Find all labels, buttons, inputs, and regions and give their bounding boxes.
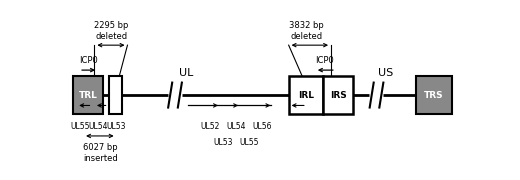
Text: UL56: UL56 xyxy=(253,122,272,131)
Bar xyxy=(323,76,353,114)
Text: IRS: IRS xyxy=(330,91,346,100)
Text: UL53: UL53 xyxy=(213,138,233,147)
Text: UL54: UL54 xyxy=(88,122,108,131)
Bar xyxy=(415,76,452,114)
Text: UL55: UL55 xyxy=(239,138,259,147)
Text: UL52: UL52 xyxy=(200,122,220,131)
Text: UL55: UL55 xyxy=(71,122,90,131)
Text: UL: UL xyxy=(179,68,193,78)
Text: ICP0: ICP0 xyxy=(79,56,98,65)
Text: 3832 bp
deleted: 3832 bp deleted xyxy=(290,21,324,41)
Text: IRL: IRL xyxy=(298,91,314,100)
Bar xyxy=(109,76,122,114)
Text: UL53: UL53 xyxy=(107,122,126,131)
Bar xyxy=(289,76,323,114)
Text: TRS: TRS xyxy=(424,91,444,100)
Text: TRL: TRL xyxy=(79,91,98,100)
Text: US: US xyxy=(378,68,393,78)
Text: UL54: UL54 xyxy=(227,122,246,131)
Text: ICP0: ICP0 xyxy=(315,56,334,65)
Bar xyxy=(73,76,103,114)
Text: 6027 bp
inserted: 6027 bp inserted xyxy=(83,143,118,163)
Text: 2295 bp
deleted: 2295 bp deleted xyxy=(94,21,128,41)
